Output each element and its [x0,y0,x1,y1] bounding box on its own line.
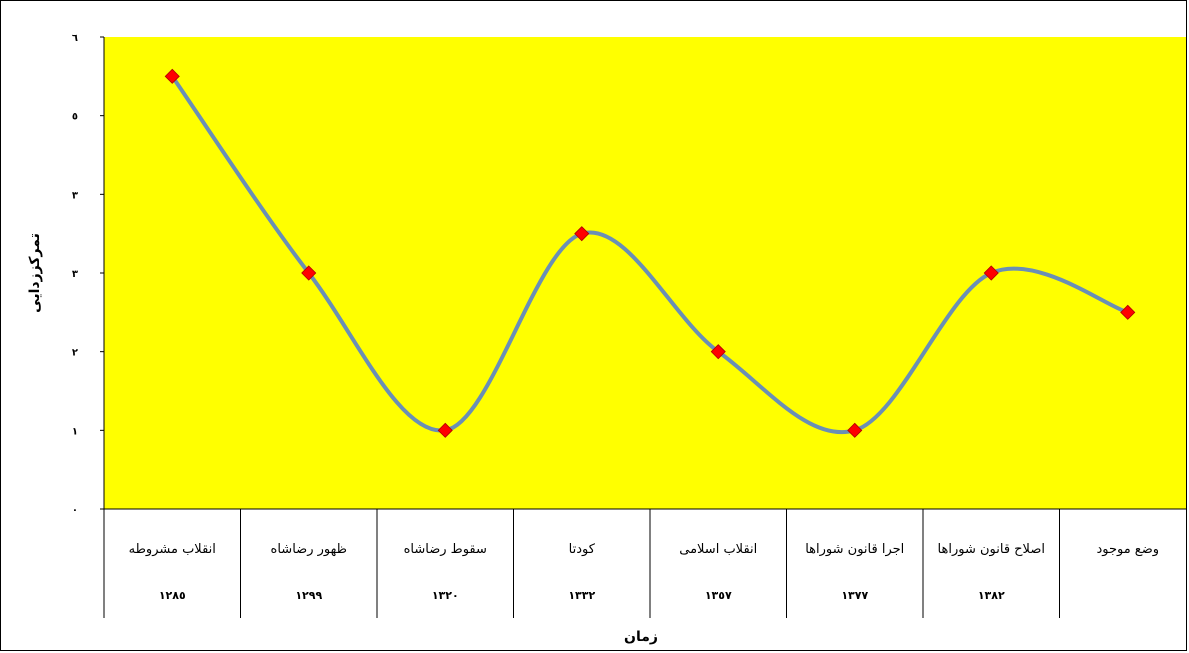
category-year: ١٣٥٧ [705,589,732,602]
category-label: سقوط رضاشاه [404,542,487,557]
data-point-marker [164,68,180,84]
y-tick-label: ٦ [72,33,78,44]
category-year: ١٢٩٩ [295,589,322,602]
y-tick-label: ٠ [72,505,78,516]
category-label: انقلاب اسلامی [679,542,757,557]
y-tick-label: ٣ [72,190,78,201]
category-year: ١٢٨٥ [159,589,186,602]
y-tick-label: ٥ [72,112,78,123]
data-point-marker [710,344,726,360]
category-label: ظهور رضاشاه [271,542,347,557]
data-point-marker [301,265,317,281]
series-line [170,74,1130,435]
category-year: ١٣٨٢ [978,589,1005,602]
category-label: انقلاب مشروطه [129,542,216,557]
y-tick-label: ٣ [72,269,78,280]
data-point-marker [1120,304,1136,320]
data-point-marker [983,265,999,281]
category-label: اصلاح قانون شوراها [938,542,1045,557]
y-tick-label: ١ [72,426,78,437]
category-year: ١٣٢٠ [432,589,459,602]
x-axis-title: زمان [624,629,658,645]
category-label: اجرا قانون شوراها [805,542,904,557]
y-axis-title: تمرکززدایی [27,233,43,313]
data-point-marker [847,422,863,438]
plot-area [104,37,1186,509]
data-point-marker [437,422,453,438]
data-point-marker [574,226,590,242]
y-tick-label: ٢ [72,348,78,359]
category-label: کودتا [569,542,596,557]
category-year: ١٣٧٧ [841,589,868,602]
category-label: وضع موجود [1096,542,1159,557]
category-year: ١٣٣٢ [568,589,595,602]
